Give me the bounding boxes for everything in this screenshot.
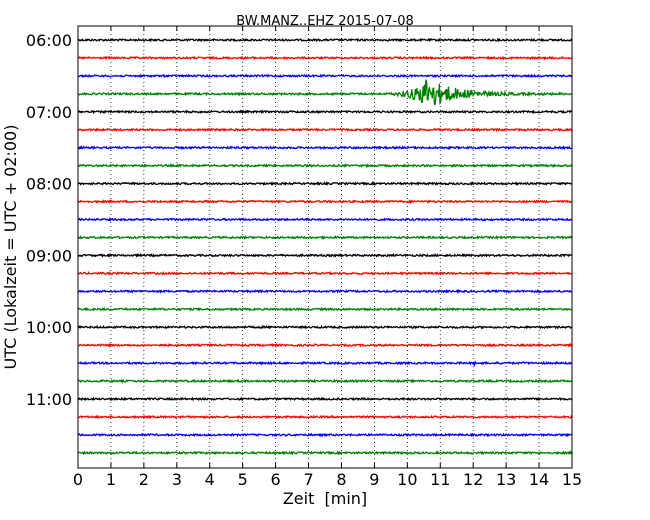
trace-1130	[77, 432, 573, 438]
trace-0700	[77, 109, 573, 115]
trace-1115	[77, 414, 573, 420]
x-tick-label: 9	[369, 470, 379, 489]
x-tick-label: 6	[271, 470, 281, 489]
y-axis: 06:00 07:00 08:00 09:00 10:00 11:00	[26, 31, 83, 409]
trace-0730	[77, 145, 573, 151]
x-tick-label: 0	[73, 470, 83, 489]
x-tick-label: 13	[496, 470, 516, 489]
x-tick-label: 2	[139, 470, 149, 489]
y-tick-label: 08:00	[26, 175, 72, 194]
x-tick-label: 4	[205, 470, 215, 489]
trace-0900	[77, 253, 573, 258]
x-axis-title: Zeit [min]	[283, 489, 367, 508]
x-tick-label: 1	[106, 470, 116, 489]
x-tick-label: 5	[238, 470, 248, 489]
y-tick-label: 09:00	[26, 246, 72, 265]
trace-1000	[77, 324, 573, 330]
x-tick-label: 11	[430, 470, 450, 489]
y-tick-label: 11:00	[26, 390, 72, 409]
y-tick-label: 10:00	[26, 318, 72, 337]
x-tick-label: 15	[562, 470, 582, 489]
x-tick-label: 8	[336, 470, 346, 489]
x-tick-label: 12	[463, 470, 483, 489]
trace-0630	[77, 73, 573, 79]
x-gridlines	[110, 26, 540, 468]
x-tick-label: 7	[303, 470, 313, 489]
trace-0615	[77, 55, 573, 61]
trace-1030	[77, 360, 573, 368]
trace-0945	[77, 306, 573, 312]
trace-0800	[77, 181, 573, 187]
trace-0830	[77, 216, 573, 222]
trace-0600	[77, 37, 573, 43]
trace-0745	[77, 163, 573, 169]
y-axis-title: UTC (Lokalzeit = UTC + 02:00)	[1, 125, 20, 370]
x-axis: 0 1 2 3 4 5 6 7 8 9 10 11 12 13 14 15	[73, 26, 582, 489]
seismogram-traces	[77, 37, 573, 456]
x-tick-label: 14	[529, 470, 549, 489]
trace-1100	[77, 396, 573, 402]
chart-title: BW.MANZ..EHZ 2015-07-08	[236, 14, 414, 29]
y-tick-label: 06:00	[26, 31, 72, 50]
x-tick-label: 10	[397, 470, 417, 489]
trace-1015	[77, 342, 573, 348]
plot-frame	[77, 25, 573, 469]
trace-0715	[77, 127, 573, 133]
trace-0845	[77, 234, 573, 240]
trace-0815	[77, 199, 573, 205]
y-tick-label: 07:00	[26, 103, 72, 122]
trace-1045	[77, 378, 573, 384]
trace-0930	[77, 288, 573, 294]
trace-0915	[77, 270, 573, 276]
trace-0645	[77, 79, 573, 106]
x-tick-label: 3	[172, 470, 182, 489]
trace-1145	[77, 450, 573, 456]
